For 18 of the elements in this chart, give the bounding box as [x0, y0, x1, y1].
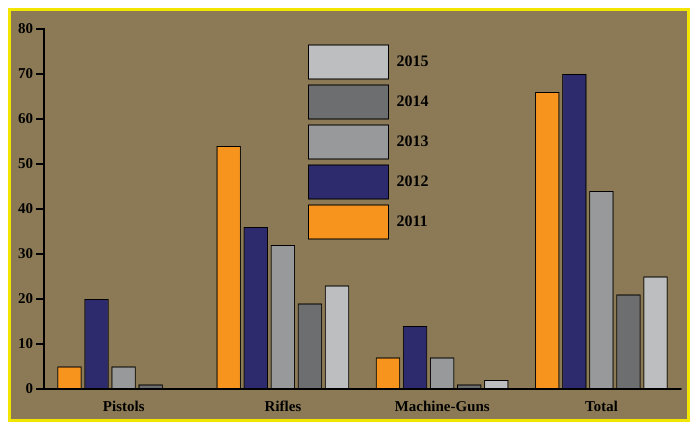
legend-label: 2011	[396, 213, 428, 230]
y-tick-label: 0	[26, 380, 33, 397]
legend-label: 2013	[396, 133, 428, 150]
x-tick-label: Machine-Guns	[394, 398, 490, 415]
y-tick-label: 60	[18, 110, 33, 127]
y-tick-label: 80	[18, 20, 33, 37]
x-tick-label: Total	[584, 398, 618, 415]
y-tick-label: 20	[18, 290, 33, 307]
y-tick-label: 70	[18, 66, 33, 82]
y-tick-label: 40	[18, 200, 33, 217]
legend-label: 2014	[396, 93, 428, 110]
legend-label: 2012	[396, 173, 428, 190]
legend-label: 2015	[396, 53, 428, 70]
y-tick-label: 30	[18, 246, 33, 262]
x-tick-label: Pistols	[102, 398, 145, 415]
x-tick-label: Rifles	[264, 398, 302, 415]
y-tick-label: 50	[18, 156, 33, 172]
y-tick-label: 10	[18, 336, 33, 352]
